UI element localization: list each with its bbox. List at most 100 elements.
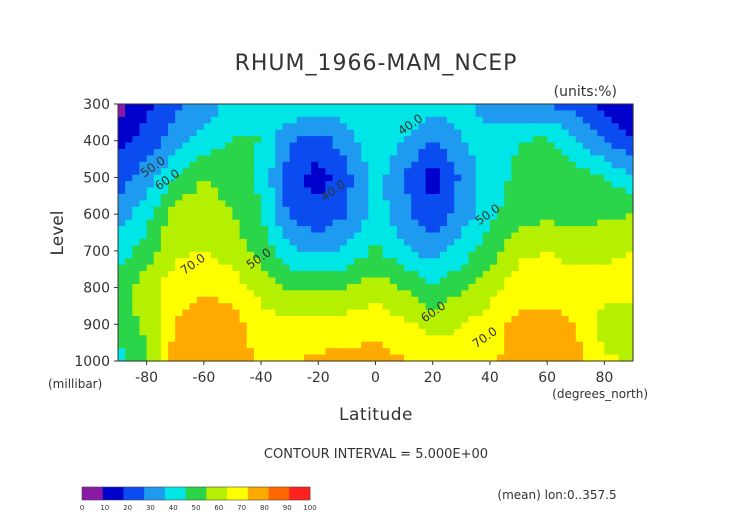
heatmap-cell: [354, 168, 362, 176]
heatmap-cell: [189, 322, 198, 330]
heatmap-cell: [282, 136, 291, 144]
heatmap-cell: [532, 303, 541, 311]
heatmap-cell: [210, 181, 219, 189]
heatmap-cell: [540, 245, 548, 253]
heatmap-cell: [525, 328, 534, 336]
heatmap-cell: [582, 161, 591, 169]
heatmap-cell: [125, 181, 133, 189]
heatmap-cell: [504, 116, 512, 124]
heatmap-cell: [468, 200, 477, 208]
heatmap-cell: [611, 264, 620, 272]
heatmap-cell: [432, 187, 441, 195]
heatmap-cell: [239, 174, 248, 182]
heatmap-cell: [590, 322, 598, 330]
heatmap-cell: [497, 161, 505, 169]
heatmap-cell: [175, 283, 183, 291]
heatmap-cell: [511, 129, 520, 137]
heatmap-cell: [618, 271, 627, 279]
heatmap-cell: [346, 303, 355, 311]
heatmap-cell: [160, 309, 169, 317]
heatmap-cell: [296, 309, 305, 317]
heatmap-cell: [454, 193, 462, 201]
heatmap-cell: [575, 136, 584, 144]
heatmap-cell: [146, 136, 155, 144]
heatmap-cell: [339, 129, 348, 137]
heatmap-cell: [339, 168, 348, 176]
heatmap-cell: [532, 187, 541, 195]
heatmap-cell: [210, 316, 219, 324]
heatmap-cell: [489, 251, 498, 259]
heatmap-cell: [425, 258, 434, 266]
heatmap-cell: [511, 296, 520, 304]
heatmap-cell: [590, 110, 598, 118]
heatmap-cell: [139, 193, 148, 201]
heatmap-cell: [540, 232, 548, 240]
heatmap-cell: [618, 219, 627, 227]
heatmap-cell: [597, 110, 605, 118]
heatmap-cell: [354, 296, 362, 304]
heatmap-cell: [268, 322, 276, 330]
heatmap-cell: [461, 226, 470, 234]
heatmap-cell: [611, 296, 620, 304]
heatmap-cell: [475, 251, 484, 259]
heatmap-cell: [218, 193, 226, 201]
heatmap-cell: [518, 296, 527, 304]
heatmap-cell: [582, 341, 591, 349]
heatmap-cell: [425, 354, 434, 362]
heatmap-cell: [325, 193, 334, 201]
heatmap-cell: [482, 316, 491, 324]
heatmap-cell: [146, 316, 155, 324]
heatmap-cell: [332, 309, 341, 317]
heatmap-cell: [540, 303, 548, 311]
y-tick-label: 800: [83, 281, 110, 297]
heatmap-cell: [382, 264, 391, 272]
heatmap-cell: [447, 341, 455, 349]
heatmap-cell: [275, 200, 284, 208]
heatmap-cell: [189, 104, 198, 112]
heatmap-cell: [468, 181, 477, 189]
heatmap-cell: [311, 226, 319, 234]
heatmap-cell: [590, 271, 598, 279]
heatmap-cell: [489, 232, 498, 240]
heatmap-cell: [218, 142, 226, 150]
heatmap-cell: [303, 104, 312, 112]
heatmap-cell: [525, 148, 534, 156]
heatmap-cell: [382, 322, 391, 330]
heatmap-cell: [611, 238, 620, 246]
heatmap-cell: [554, 193, 563, 201]
heatmap-cell: [282, 219, 291, 227]
heatmap-cell: [475, 116, 484, 124]
heatmap-cell: [447, 136, 455, 144]
heatmap-cell: [139, 354, 148, 362]
heatmap-cell: [375, 341, 384, 349]
heatmap-cell: [575, 200, 584, 208]
heatmap-cell: [311, 258, 319, 266]
heatmap-cell: [146, 328, 155, 336]
heatmap-cell: [246, 142, 255, 150]
heatmap-cell: [382, 142, 391, 150]
heatmap-cell: [346, 316, 355, 324]
heatmap-cell: [475, 348, 484, 356]
heatmap-cell: [461, 303, 470, 311]
heatmap-cell: [339, 187, 348, 195]
heatmap-cell: [146, 148, 155, 156]
colorbar-swatch: [247, 487, 269, 500]
heatmap-cell: [375, 206, 384, 214]
heatmap-cell: [225, 226, 234, 234]
heatmap-cell: [582, 277, 591, 285]
heatmap-cell: [375, 110, 384, 118]
heatmap-cell: [625, 232, 634, 240]
heatmap-cell: [232, 136, 241, 144]
heatmap-cell: [547, 245, 555, 253]
heatmap-cell: [411, 136, 420, 144]
heatmap-cell: [139, 219, 148, 227]
heatmap-cell: [325, 142, 334, 150]
heatmap-cell: [282, 181, 291, 189]
heatmap-cell: [189, 354, 198, 362]
heatmap-cell: [268, 264, 276, 272]
heatmap-cell: [303, 264, 312, 272]
heatmap-cell: [182, 148, 191, 156]
heatmap-cell: [261, 213, 269, 221]
heatmap-cell: [175, 341, 183, 349]
heatmap-cell: [590, 245, 598, 253]
